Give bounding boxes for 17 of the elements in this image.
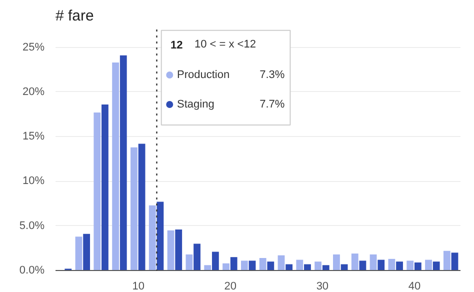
y-tick-label: 15%	[22, 130, 45, 143]
x-tick-label: 30	[316, 280, 329, 292]
y-tick-label: 5.0%	[19, 220, 45, 232]
legend-label: Production	[177, 69, 230, 82]
chart-title: # fare	[56, 8, 94, 24]
x-tick-label: 20	[224, 280, 237, 292]
legend-label: Staging	[177, 98, 214, 110]
y-tick-label: 10%	[22, 175, 45, 188]
annotation: 12	[170, 40, 183, 52]
y-tick-label: 25%	[22, 41, 45, 54]
annotation: 7.3%	[260, 69, 285, 82]
x-tick-label: 10	[132, 280, 144, 292]
annotation: 7.7%	[260, 98, 285, 110]
annotation: 10 < = x <12	[194, 38, 256, 51]
x-tick-label: 40	[408, 280, 421, 292]
y-tick-label: 20%	[22, 86, 45, 98]
y-tick-label: 0.0%	[19, 264, 45, 276]
